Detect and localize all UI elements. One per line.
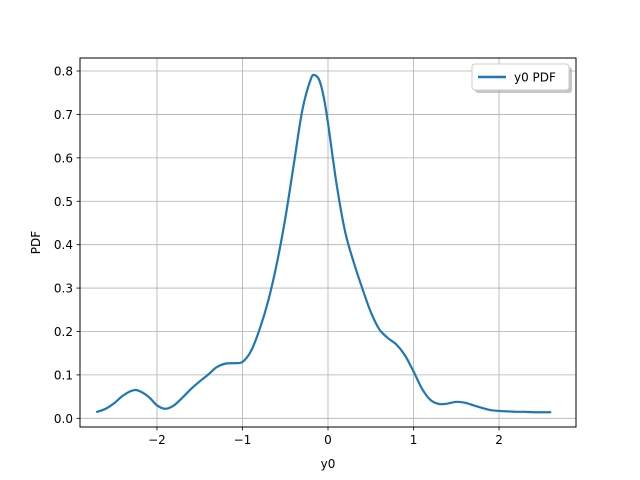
x-tick-label: 0 (324, 433, 332, 447)
y-tick-label: 0.4 (54, 238, 73, 252)
legend-label: y0 PDF (514, 71, 556, 85)
y-tick-label: 0.6 (54, 151, 73, 165)
series-layer (96, 73, 552, 414)
x-tick-label: 2 (495, 433, 503, 447)
x-tick-label: −2 (148, 433, 166, 447)
grid-lines (80, 58, 576, 427)
legend-box (471, 63, 570, 91)
series-line-y0-pdf (96, 73, 552, 414)
y-tick-label: 0.3 (54, 282, 73, 296)
x-axis-ticks: −2 −1 0 1 2 (148, 427, 503, 447)
x-axis-label: y0 (321, 457, 336, 471)
y-tick-label: 0.2 (54, 325, 73, 339)
legend: y0 PDF (471, 63, 572, 93)
x-tick-label: −1 (234, 433, 252, 447)
y-tick-label: 0.1 (54, 368, 73, 382)
x-tick-label: 1 (410, 433, 418, 447)
y-tick-label: 0.8 (54, 65, 73, 79)
y-tick-label: 0.7 (54, 108, 73, 122)
y-axis-ticks: 0.0 0.1 0.2 0.3 0.4 0.5 0.6 0.7 0.8 (54, 65, 80, 426)
y-axis-label: PDF (29, 231, 43, 254)
y-tick-label: 0.5 (54, 195, 73, 209)
y-tick-label: 0.0 (54, 412, 73, 426)
